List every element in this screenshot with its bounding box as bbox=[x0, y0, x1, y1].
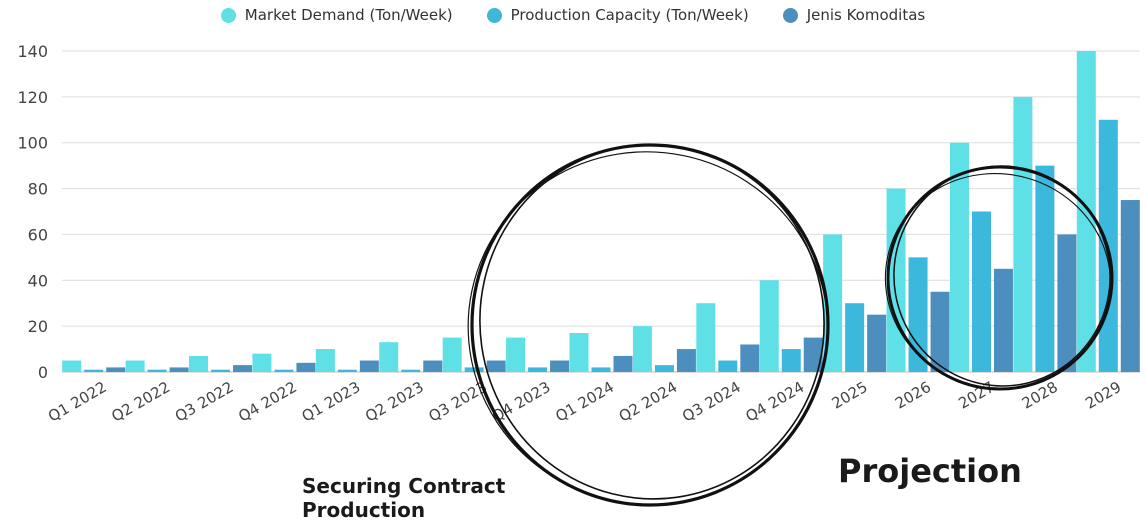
bar-series-0-5 bbox=[379, 342, 399, 372]
x-tick-label: 2029 bbox=[1082, 378, 1124, 413]
bar-series-2-4 bbox=[359, 360, 379, 372]
legend-swatch-market-demand bbox=[220, 7, 236, 23]
y-tick-label: 140 bbox=[17, 42, 48, 61]
bar-series-1-7 bbox=[528, 367, 548, 372]
bar-series-2-3 bbox=[296, 362, 316, 372]
bar-series-1-15 bbox=[1035, 165, 1055, 372]
x-tick-label: Q1 2024 bbox=[552, 378, 617, 426]
bar-series-0-1 bbox=[125, 360, 145, 372]
x-tick-label: Q3 2022 bbox=[172, 378, 237, 426]
x-tick-label: Q2 2023 bbox=[362, 378, 427, 426]
y-tick-label: 100 bbox=[17, 134, 48, 153]
bar-series-1-8 bbox=[591, 367, 611, 372]
bar-series-2-14 bbox=[993, 268, 1013, 372]
legend-label-market-demand: Market Demand (Ton/Week) bbox=[244, 6, 453, 24]
legend-item-jenis-komoditas: Jenis Komoditas bbox=[782, 6, 926, 24]
brush-circle-projection bbox=[884, 165, 1114, 391]
bar-series-2-5 bbox=[423, 360, 443, 372]
bar-series-1-3 bbox=[274, 369, 294, 372]
brush-circles bbox=[467, 143, 1114, 507]
bar-series-2-0 bbox=[106, 367, 126, 372]
bar-series-0-3 bbox=[252, 353, 272, 372]
chart-legend: Market Demand (Ton/Week) Production Capa… bbox=[0, 6, 1146, 24]
bar-series-0-15 bbox=[1013, 96, 1033, 372]
x-tick-label: Q2 2024 bbox=[616, 378, 681, 426]
bar-series-1-14 bbox=[971, 211, 991, 372]
bar-series-0-14 bbox=[949, 142, 969, 372]
bar-series-2-15 bbox=[1057, 234, 1077, 372]
y-axis-ticks: 0 20 40 60 80 100 120 140 bbox=[17, 42, 48, 382]
x-tick-label: Q3 2024 bbox=[679, 378, 744, 426]
legend-swatch-production-capacity bbox=[486, 7, 502, 23]
bar-series-2-10 bbox=[740, 344, 760, 372]
bar-series-0-4 bbox=[315, 349, 335, 372]
bar-series-2-8 bbox=[613, 355, 633, 372]
bar-series-0-16 bbox=[1076, 51, 1096, 372]
legend-item-market-demand: Market Demand (Ton/Week) bbox=[220, 6, 453, 24]
y-tick-label: 120 bbox=[17, 88, 48, 107]
bar-series-1-10 bbox=[718, 360, 738, 372]
bar-series-1-13 bbox=[908, 257, 928, 372]
bars bbox=[62, 51, 1140, 373]
x-tick-label: Q2 2022 bbox=[108, 378, 173, 426]
annotation-projection: Projection bbox=[838, 452, 1022, 490]
bar-series-2-9 bbox=[676, 349, 696, 372]
bar-series-2-6 bbox=[486, 360, 506, 372]
bar-series-1-11 bbox=[781, 349, 801, 372]
bar-series-2-1 bbox=[169, 367, 189, 372]
y-tick-label: 40 bbox=[28, 271, 48, 290]
bar-series-0-9 bbox=[632, 326, 652, 372]
bar-series-2-7 bbox=[550, 360, 570, 372]
legend-swatch-jenis-komoditas bbox=[782, 7, 798, 23]
legend-item-production-capacity: Production Capacity (Ton/Week) bbox=[486, 6, 749, 24]
bar-series-2-2 bbox=[233, 365, 253, 372]
bar-series-1-4 bbox=[337, 369, 357, 372]
bar-series-0-0 bbox=[62, 360, 82, 372]
bar-series-1-12 bbox=[845, 303, 865, 372]
x-tick-label: Q1 2023 bbox=[299, 378, 364, 426]
y-tick-label: 20 bbox=[28, 317, 48, 336]
bar-series-1-5 bbox=[401, 369, 421, 372]
bar-series-0-2 bbox=[189, 355, 209, 372]
x-tick-label: Q3 2023 bbox=[425, 378, 490, 426]
bar-series-0-7 bbox=[506, 337, 526, 372]
bar-series-1-2 bbox=[211, 369, 231, 372]
bar-series-2-11 bbox=[803, 337, 823, 372]
brush-circle-securing bbox=[467, 143, 830, 507]
annotation-securing-contract-production: Securing Contract Production bbox=[302, 474, 506, 522]
x-tick-label: Q4 2022 bbox=[235, 378, 300, 426]
x-tick-label: 2025 bbox=[829, 378, 871, 413]
bar-series-1-1 bbox=[147, 369, 167, 372]
legend-label-production-capacity: Production Capacity (Ton/Week) bbox=[510, 6, 749, 24]
bar-series-1-0 bbox=[84, 369, 104, 372]
y-tick-label: 0 bbox=[38, 363, 48, 382]
y-tick-label: 80 bbox=[28, 180, 48, 199]
bar-series-2-16 bbox=[1120, 200, 1140, 372]
bar-series-0-11 bbox=[759, 280, 779, 372]
bar-series-2-12 bbox=[867, 314, 887, 372]
bar-series-0-6 bbox=[442, 337, 462, 372]
x-tick-label: 2026 bbox=[892, 378, 934, 413]
y-tick-label: 60 bbox=[28, 225, 48, 244]
legend-label-jenis-komoditas: Jenis Komoditas bbox=[806, 6, 926, 24]
bar-series-0-13 bbox=[886, 188, 906, 372]
bar-series-2-13 bbox=[930, 291, 950, 372]
bar-series-0-10 bbox=[696, 303, 716, 372]
bar-series-0-8 bbox=[569, 333, 589, 372]
bar-series-1-9 bbox=[654, 365, 674, 372]
x-tick-label: Q1 2022 bbox=[45, 378, 110, 426]
